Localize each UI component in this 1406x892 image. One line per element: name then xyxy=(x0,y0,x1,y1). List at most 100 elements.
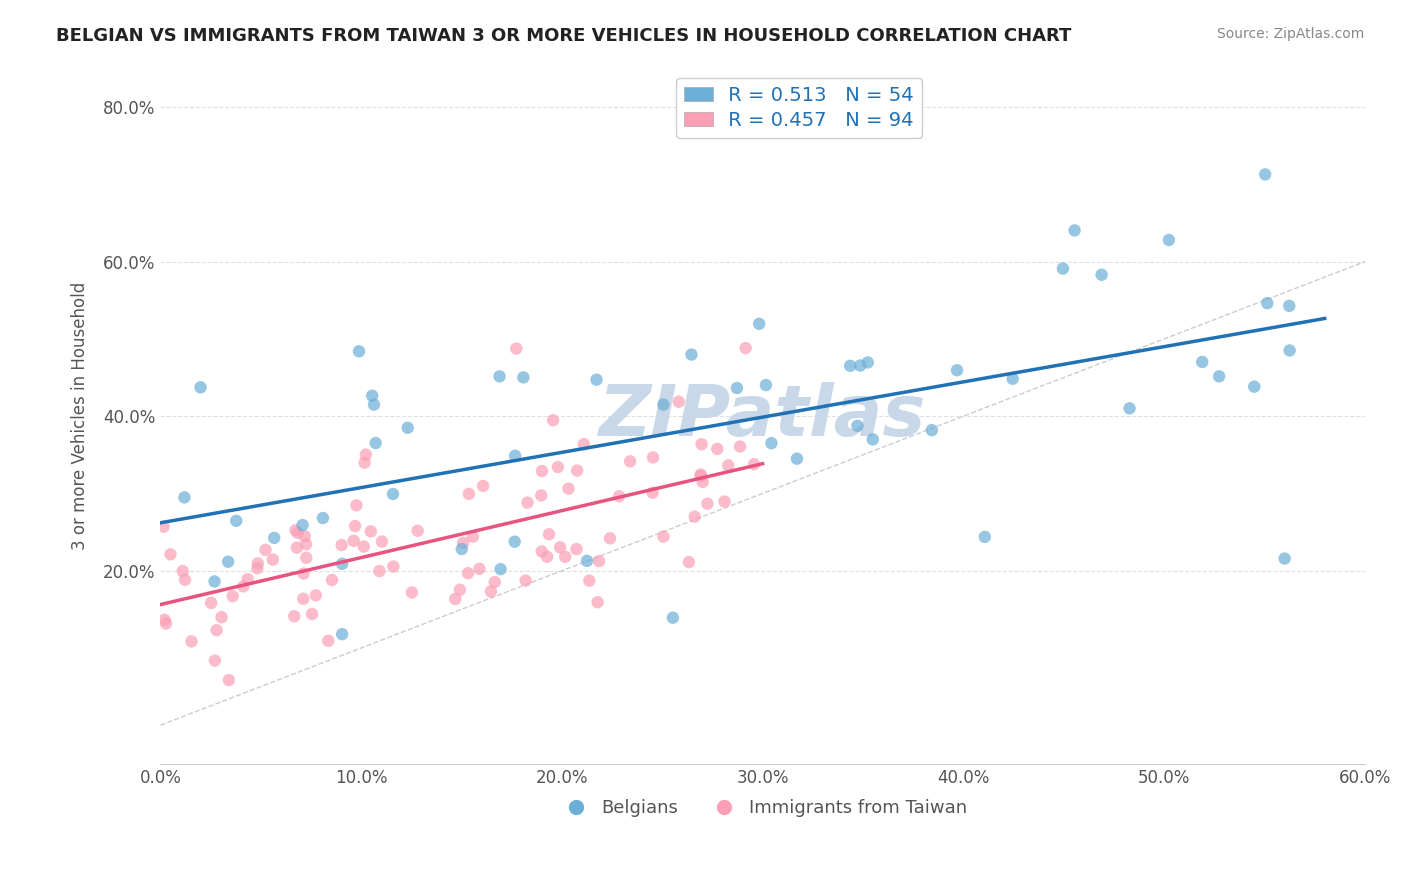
Immigrants from Taiwan xyxy=(353,456,375,470)
Immigrants from Taiwan xyxy=(530,544,553,558)
Immigrants from Taiwan xyxy=(262,552,284,566)
Belgians xyxy=(946,363,969,377)
Immigrants from Taiwan xyxy=(221,589,243,603)
Immigrants from Taiwan xyxy=(200,596,222,610)
Immigrants from Taiwan xyxy=(652,530,675,544)
Immigrants from Taiwan xyxy=(457,566,479,581)
Belgians xyxy=(921,423,943,437)
Belgians xyxy=(725,381,748,395)
Immigrants from Taiwan xyxy=(668,394,690,409)
Immigrants from Taiwan xyxy=(152,520,174,534)
Belgians xyxy=(225,514,247,528)
Belgians xyxy=(512,370,534,384)
Belgians xyxy=(330,627,353,641)
Immigrants from Taiwan xyxy=(683,509,706,524)
Belgians xyxy=(575,554,598,568)
Immigrants from Taiwan xyxy=(516,495,538,509)
Immigrants from Taiwan xyxy=(536,549,558,564)
Immigrants from Taiwan xyxy=(461,530,484,544)
Immigrants from Taiwan xyxy=(285,541,308,555)
Immigrants from Taiwan xyxy=(301,607,323,621)
Immigrants from Taiwan xyxy=(236,572,259,586)
Y-axis label: 3 or more Vehicles in Household: 3 or more Vehicles in Household xyxy=(72,282,89,550)
Immigrants from Taiwan xyxy=(451,536,474,550)
Immigrants from Taiwan xyxy=(205,624,228,638)
Immigrants from Taiwan xyxy=(401,585,423,599)
Immigrants from Taiwan xyxy=(689,469,711,483)
Text: BELGIAN VS IMMIGRANTS FROM TAIWAN 3 OR MORE VEHICLES IN HOUSEHOLD CORRELATION CH: BELGIAN VS IMMIGRANTS FROM TAIWAN 3 OR M… xyxy=(56,27,1071,45)
Belgians xyxy=(1001,372,1024,386)
Immigrants from Taiwan xyxy=(728,440,751,454)
Belgians xyxy=(849,359,872,373)
Immigrants from Taiwan xyxy=(541,413,564,427)
Immigrants from Taiwan xyxy=(557,482,579,496)
Immigrants from Taiwan xyxy=(174,573,197,587)
Belgians xyxy=(585,373,607,387)
Belgians xyxy=(1278,299,1301,313)
Belgians xyxy=(396,421,419,435)
Immigrants from Taiwan xyxy=(548,541,571,555)
Immigrants from Taiwan xyxy=(343,533,366,548)
Immigrants from Taiwan xyxy=(330,538,353,552)
Belgians xyxy=(173,491,195,505)
Immigrants from Taiwan xyxy=(155,616,177,631)
Belgians xyxy=(846,418,869,433)
Immigrants from Taiwan xyxy=(232,579,254,593)
Immigrants from Taiwan xyxy=(734,341,756,355)
Belgians xyxy=(786,451,808,466)
Belgians xyxy=(839,359,862,373)
Immigrants from Taiwan xyxy=(742,457,765,471)
Immigrants from Taiwan xyxy=(641,485,664,500)
Belgians xyxy=(856,355,879,369)
Belgians xyxy=(312,511,335,525)
Immigrants from Taiwan xyxy=(717,458,740,473)
Immigrants from Taiwan xyxy=(292,591,315,606)
Immigrants from Taiwan xyxy=(537,527,560,541)
Immigrants from Taiwan xyxy=(180,634,202,648)
Immigrants from Taiwan xyxy=(292,566,315,581)
Belgians xyxy=(204,574,226,589)
Immigrants from Taiwan xyxy=(371,534,394,549)
Immigrants from Taiwan xyxy=(468,562,491,576)
Immigrants from Taiwan xyxy=(159,547,181,561)
Legend: Belgians, Immigrants from Taiwan: Belgians, Immigrants from Taiwan xyxy=(551,792,974,824)
Belgians xyxy=(489,562,512,576)
Belgians xyxy=(503,449,526,463)
Belgians xyxy=(681,347,703,361)
Text: Source: ZipAtlas.com: Source: ZipAtlas.com xyxy=(1216,27,1364,41)
Immigrants from Taiwan xyxy=(294,529,316,543)
Belgians xyxy=(1052,261,1074,276)
Immigrants from Taiwan xyxy=(211,610,233,624)
Belgians xyxy=(1118,401,1140,416)
Immigrants from Taiwan xyxy=(360,524,382,539)
Belgians xyxy=(503,534,526,549)
Immigrants from Taiwan xyxy=(295,550,318,565)
Belgians xyxy=(347,344,370,359)
Immigrants from Taiwan xyxy=(554,549,576,564)
Immigrants from Taiwan xyxy=(692,475,714,489)
Immigrants from Taiwan xyxy=(530,464,553,478)
Immigrants from Taiwan xyxy=(284,523,307,537)
Immigrants from Taiwan xyxy=(457,487,479,501)
Belgians xyxy=(1243,379,1265,393)
Immigrants from Taiwan xyxy=(305,588,328,602)
Belgians xyxy=(652,398,675,412)
Belgians xyxy=(755,378,778,392)
Immigrants from Taiwan xyxy=(572,437,595,451)
Immigrants from Taiwan xyxy=(578,574,600,588)
Immigrants from Taiwan xyxy=(713,494,735,508)
Belgians xyxy=(1191,355,1213,369)
Belgians xyxy=(1278,343,1301,358)
Immigrants from Taiwan xyxy=(153,613,176,627)
Immigrants from Taiwan xyxy=(287,525,309,540)
Immigrants from Taiwan xyxy=(607,489,630,503)
Belgians xyxy=(1157,233,1180,247)
Belgians xyxy=(263,531,285,545)
Belgians xyxy=(1256,296,1278,310)
Immigrants from Taiwan xyxy=(505,342,527,356)
Immigrants from Taiwan xyxy=(479,584,502,599)
Immigrants from Taiwan xyxy=(368,564,391,578)
Belgians xyxy=(364,436,387,450)
Immigrants from Taiwan xyxy=(316,633,339,648)
Immigrants from Taiwan xyxy=(218,673,240,687)
